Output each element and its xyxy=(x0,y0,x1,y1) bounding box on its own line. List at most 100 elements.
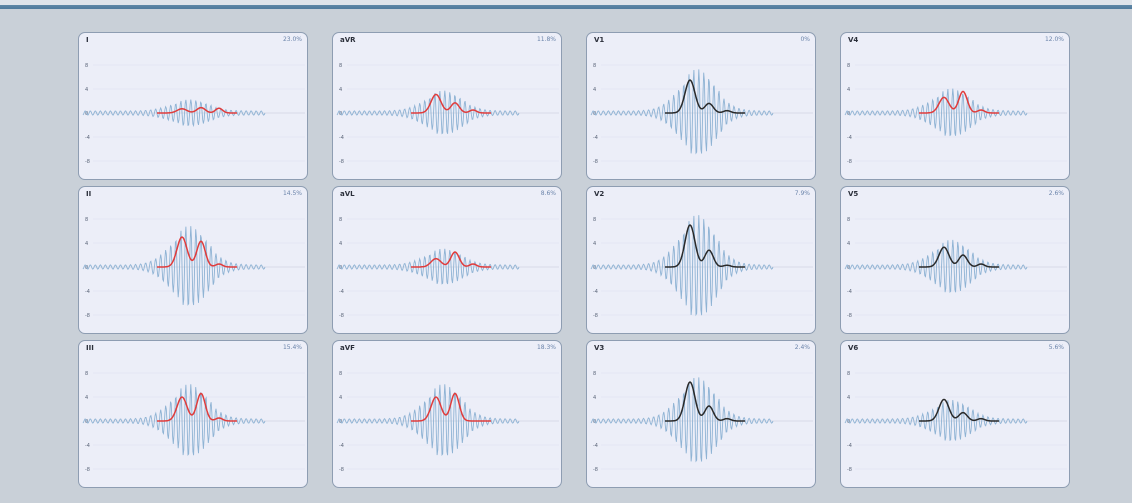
lead-plot: 840-4-8 xyxy=(844,371,1067,473)
lead-panel-v3: 8 4 0 -4 -8 V3 2.4% xyxy=(586,340,816,488)
y-tick-label: 8 xyxy=(339,63,342,69)
y-tick-label: -8 xyxy=(339,313,344,319)
lead-title: V6 xyxy=(848,344,859,352)
signal-trace xyxy=(336,248,520,285)
y-tick-label: 8 xyxy=(593,217,596,223)
lead-title: II xyxy=(86,190,92,198)
y-tick-label: 8 xyxy=(847,371,850,377)
y-tick-label: 4 xyxy=(593,87,596,93)
lead-plot: 840-4-8 xyxy=(336,217,559,319)
y-tick-label: 8 xyxy=(847,63,850,69)
window-top-bar xyxy=(0,0,1132,9)
lead-percent: 7.9% xyxy=(794,190,810,197)
lead-plot: 840-4-8 xyxy=(844,217,1067,319)
y-tick-label: -8 xyxy=(339,159,344,165)
lead-percent: 15.4% xyxy=(282,344,302,351)
y-tick-label: -4 xyxy=(593,443,598,449)
lead-title: aVF xyxy=(340,344,355,352)
lead-panel-v1: 8 4 0 -4 -8 V1 0% xyxy=(586,32,816,180)
y-tick-label: -8 xyxy=(847,159,852,165)
lead-title: V2 xyxy=(594,190,605,198)
y-tick-label: -4 xyxy=(85,289,90,295)
signal-trace xyxy=(82,226,266,306)
lead-percent: 11.8% xyxy=(536,36,556,43)
lead-title: aVR xyxy=(340,36,356,44)
lead-percent: 8.6% xyxy=(540,190,556,197)
y-tick-label: 4 xyxy=(847,87,850,93)
envelope-curve xyxy=(665,224,745,268)
signal-trace xyxy=(336,90,520,135)
y-tick-label: -4 xyxy=(85,443,90,449)
lead-plot: 840-4-8 xyxy=(844,63,1067,165)
envelope-curve xyxy=(665,381,745,422)
y-tick-label: -8 xyxy=(85,159,90,165)
lead-panel-avr: 8 4 0 -4 -8 aVR 11.8% xyxy=(332,32,562,180)
y-tick-label: 8 xyxy=(85,63,88,69)
lead-title: V4 xyxy=(848,36,859,44)
lead-plot: 840-4-8 xyxy=(336,371,559,473)
lead-percent: 23.0% xyxy=(282,36,302,43)
y-tick-label: -8 xyxy=(593,313,598,319)
y-tick-label: 4 xyxy=(847,241,850,247)
y-tick-label: 4 xyxy=(85,241,88,247)
lead-title: III xyxy=(86,344,94,352)
y-tick-label: -4 xyxy=(339,289,344,295)
y-tick-label: -8 xyxy=(339,467,344,473)
signal-trace xyxy=(590,69,774,155)
envelope-curve xyxy=(157,236,237,268)
y-tick-label: -4 xyxy=(339,135,344,141)
lead-plot: 840-4-8 xyxy=(590,371,813,473)
lead-panel-v6: 8 4 0 -4 -8 V6 5.6% xyxy=(840,340,1070,488)
envelope-curve xyxy=(157,392,237,422)
envelope-curve xyxy=(411,93,491,114)
lead-title: V1 xyxy=(594,36,605,44)
lead-panel-v4: 8 4 0 -4 -8 V4 12.0% xyxy=(840,32,1070,180)
y-tick-label: -4 xyxy=(339,443,344,449)
lead-plot: 840-4-8 xyxy=(82,371,305,473)
y-tick-label: 8 xyxy=(85,217,88,223)
lead-title: I xyxy=(86,36,89,44)
y-tick-label: -8 xyxy=(847,467,852,473)
lead-percent: 0% xyxy=(800,36,810,43)
lead-percent: 5.6% xyxy=(1048,344,1064,351)
lead-percent: 2.6% xyxy=(1048,190,1064,197)
y-tick-label: 4 xyxy=(593,395,596,401)
y-tick-label: 4 xyxy=(339,395,342,401)
lead-panel-avf: 8 4 0 -4 -8 aVF 18.3% xyxy=(332,340,562,488)
envelope-curve xyxy=(919,246,999,268)
y-tick-label: 8 xyxy=(847,217,850,223)
y-tick-label: -4 xyxy=(847,135,852,141)
y-tick-label: 4 xyxy=(593,241,596,247)
y-tick-label: 4 xyxy=(339,87,342,93)
lead-panel-avl: 8 4 0 -4 -8 aVL 8.6% xyxy=(332,186,562,334)
lead-panel-iii: 8 4 0 -4 -8 III 15.4% xyxy=(78,340,308,488)
y-tick-label: 4 xyxy=(85,87,88,93)
y-tick-label: -8 xyxy=(593,159,598,165)
lead-plot: 840-4-8 xyxy=(590,215,813,319)
y-tick-label: -8 xyxy=(85,313,90,319)
lead-plot: 840-4-8 xyxy=(82,63,305,165)
y-tick-label: -4 xyxy=(847,443,852,449)
lead-percent: 18.3% xyxy=(536,344,556,351)
y-tick-label: 4 xyxy=(85,395,88,401)
y-tick-label: 4 xyxy=(339,241,342,247)
lead-grid: 8 4 0 -4 -8 I 23.0% 8 4 0 -4 -8 aVR 11.8% 8 4 0 -4 -8 V1 0… xyxy=(78,32,1070,488)
lead-plot: 840-4-8 xyxy=(82,217,305,319)
y-tick-label: 8 xyxy=(85,371,88,377)
lead-panel-ii: 8 4 0 -4 -8 II 14.5% xyxy=(78,186,308,334)
lead-title: aVL xyxy=(340,190,355,198)
lead-plot: 840-4-8 xyxy=(590,63,813,165)
lead-panel-v5: 8 4 0 -4 -8 V5 2.6% xyxy=(840,186,1070,334)
y-tick-label: -8 xyxy=(85,467,90,473)
lead-panel-i: 8 4 0 -4 -8 I 23.0% xyxy=(78,32,308,180)
signal-trace xyxy=(844,400,1028,442)
lead-percent: 12.0% xyxy=(1044,36,1064,43)
y-tick-label: -8 xyxy=(593,467,598,473)
envelope-curve xyxy=(665,79,745,114)
lead-title: V5 xyxy=(848,190,859,198)
envelope-curve xyxy=(919,90,999,114)
y-tick-label: 4 xyxy=(847,395,850,401)
lead-panel-v2: 8 4 0 -4 -8 V2 7.9% xyxy=(586,186,816,334)
envelope-curve xyxy=(411,251,491,268)
lead-percent: 14.5% xyxy=(282,190,302,197)
